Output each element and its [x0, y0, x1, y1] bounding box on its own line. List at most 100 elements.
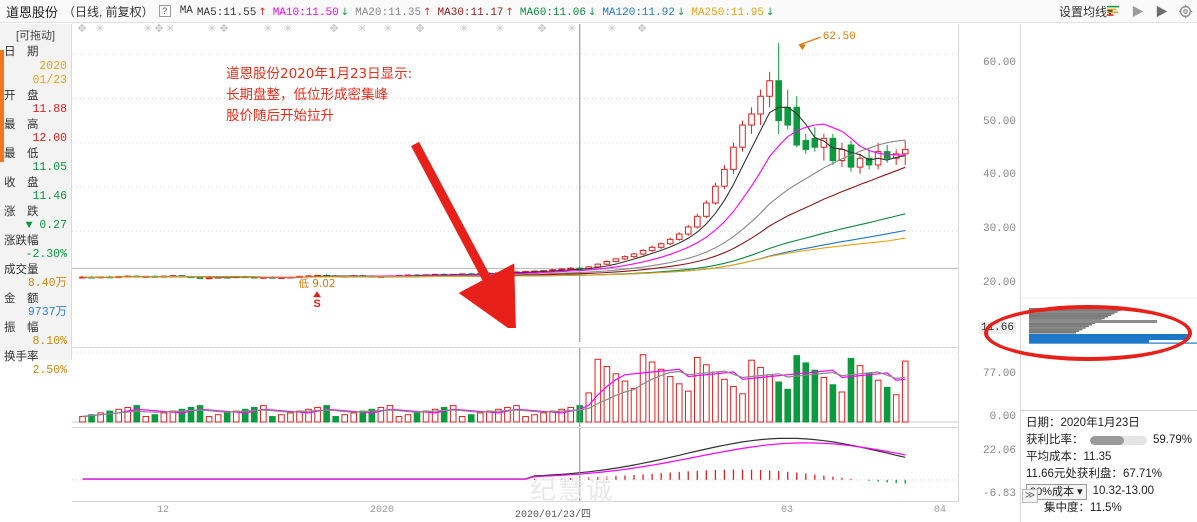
volume-bar[interactable] — [205, 416, 213, 423]
volume-bar[interactable] — [413, 412, 421, 423]
volume-bar[interactable] — [458, 416, 466, 423]
event-marker-icon[interactable]: ✳ — [459, 24, 468, 35]
volume-bar[interactable] — [305, 408, 312, 423]
volume-bar[interactable] — [558, 408, 565, 423]
volume-bar[interactable] — [531, 414, 538, 423]
volume-bar[interactable] — [856, 365, 864, 423]
event-marker-icon[interactable]: ✳ — [95, 24, 104, 35]
candle[interactable] — [675, 233, 683, 240]
event-marker-icon[interactable]: ✥ — [329, 24, 338, 35]
play-forward-icon[interactable] — [1154, 4, 1169, 19]
volume-bar[interactable] — [901, 360, 909, 423]
candle[interactable] — [612, 258, 620, 263]
candle[interactable] — [784, 106, 792, 126]
cost-percent-select[interactable]: 90%成本 ▾ — [1026, 483, 1087, 500]
volume-bar[interactable] — [730, 386, 737, 423]
drag-handle[interactable]: [可拖动] — [15, 30, 56, 42]
volume-bar[interactable] — [278, 414, 285, 423]
volume-bar[interactable] — [404, 414, 412, 423]
volume-bar[interactable] — [332, 416, 339, 423]
event-marker-icon[interactable]: ✥ — [637, 24, 646, 35]
event-marker-icon[interactable]: ✥ — [154, 24, 163, 35]
volume-bar[interactable] — [648, 361, 656, 423]
volume-bar[interactable] — [784, 388, 792, 423]
volume-bar[interactable] — [802, 362, 810, 423]
volume-chart[interactable] — [72, 348, 958, 428]
event-marker-icon[interactable]: ✳ — [283, 24, 292, 35]
event-marker-icon[interactable]: ✳ — [607, 24, 616, 35]
volume-bar[interactable] — [314, 406, 321, 423]
volume-bar[interactable] — [666, 376, 674, 423]
volume-bar[interactable] — [124, 406, 132, 423]
macd-chart[interactable] — [72, 428, 958, 502]
candle[interactable] — [811, 137, 819, 148]
volume-bar[interactable] — [874, 379, 882, 423]
volume-bar[interactable] — [657, 368, 665, 423]
play-icon[interactable] — [1130, 4, 1145, 19]
chip-distribution-panel[interactable] — [1020, 24, 1197, 410]
volume-bar[interactable] — [684, 390, 692, 423]
candle[interactable] — [793, 106, 801, 146]
volume-bar[interactable] — [386, 405, 394, 423]
volume-bar[interactable] — [287, 412, 294, 423]
candle[interactable] — [856, 157, 864, 168]
volume-bar[interactable] — [495, 408, 502, 423]
candle[interactable] — [829, 137, 837, 161]
volume-bar[interactable] — [368, 408, 376, 423]
volume-bar[interactable] — [97, 412, 104, 423]
volume-bar[interactable] — [214, 414, 222, 423]
candle[interactable] — [657, 243, 665, 248]
volume-bar[interactable] — [151, 414, 159, 423]
volume-bar[interactable] — [477, 412, 484, 423]
volume-bar[interactable] — [739, 393, 746, 423]
candle[interactable] — [802, 140, 810, 150]
volume-bar[interactable] — [504, 406, 511, 423]
volume-bar[interactable] — [793, 355, 801, 423]
expand-icon[interactable]: ≫ — [1022, 489, 1038, 503]
volume-bar[interactable] — [594, 358, 602, 423]
volume-bar[interactable] — [712, 371, 719, 423]
volume-bar[interactable] — [513, 405, 520, 423]
volume-bar[interactable] — [241, 408, 249, 423]
help-icon[interactable]: ? — [158, 5, 171, 17]
candle[interactable] — [712, 185, 719, 204]
volume-bar[interactable] — [675, 383, 683, 423]
volume-bar[interactable] — [639, 354, 647, 423]
volume-bar[interactable] — [106, 410, 113, 423]
volume-bar[interactable] — [223, 412, 231, 423]
volume-bar[interactable] — [892, 394, 900, 423]
event-marker-icon[interactable]: ✥ — [415, 24, 424, 35]
volume-bar[interactable] — [187, 406, 195, 423]
volume-bar[interactable] — [621, 380, 629, 423]
volume-bar[interactable] — [377, 406, 385, 423]
volume-bar[interactable] — [612, 373, 620, 423]
volume-bar[interactable] — [440, 406, 448, 423]
event-marker-icon[interactable]: ✥ — [219, 24, 228, 35]
volume-bar[interactable] — [142, 416, 150, 423]
candle[interactable] — [666, 238, 674, 245]
candle[interactable] — [901, 148, 909, 155]
volume-bar[interactable] — [540, 412, 547, 423]
candle[interactable] — [865, 157, 873, 166]
volume-bar[interactable] — [630, 387, 638, 423]
volume-bar[interactable] — [160, 412, 168, 423]
volume-bar[interactable] — [431, 408, 439, 423]
event-marker-icon[interactable]: ✳ — [567, 24, 576, 35]
candle[interactable] — [639, 249, 647, 255]
volume-bar[interactable] — [115, 408, 122, 423]
volume-bar[interactable] — [847, 357, 855, 423]
candle[interactable] — [196, 276, 204, 279]
candle[interactable] — [648, 246, 656, 251]
event-marker-icon[interactable]: ✥ — [537, 24, 546, 35]
volume-bar[interactable] — [79, 416, 86, 423]
volume-bar[interactable] — [567, 406, 575, 423]
volume-bar[interactable] — [250, 406, 258, 423]
event-marker-icon[interactable]: ✳ — [165, 24, 174, 35]
candle[interactable] — [757, 95, 764, 115]
volume-bar[interactable] — [703, 364, 710, 423]
candle[interactable] — [703, 202, 710, 217]
volume-bar[interactable] — [829, 384, 837, 423]
volume-bar[interactable] — [865, 372, 873, 423]
volume-bar[interactable] — [838, 391, 846, 423]
volume-bar[interactable] — [522, 416, 529, 423]
